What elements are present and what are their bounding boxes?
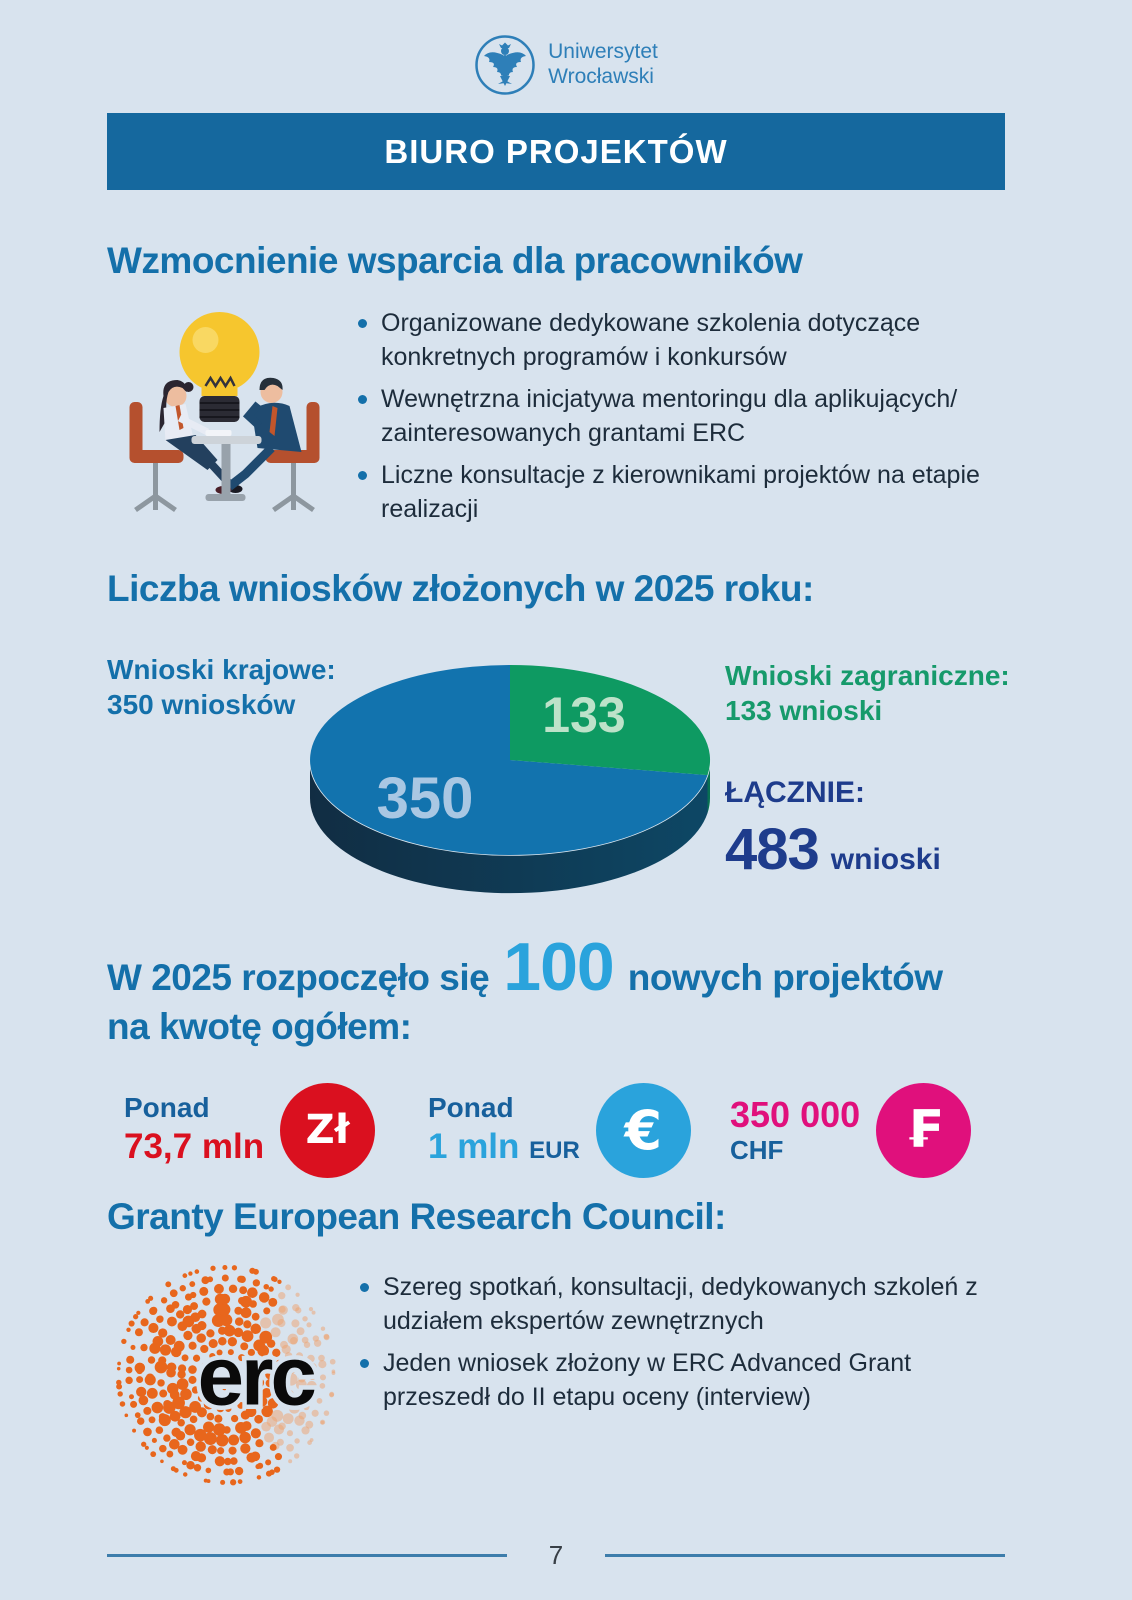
pie-side-blue [309, 760, 708, 894]
projects-suffix: nowych projektów [627, 957, 943, 998]
amount-eur: Ponad 1 mln EUR € [428, 1080, 691, 1180]
erc-logo-text: erc [198, 1330, 315, 1423]
support-bullet-list: Organizowane dedykowane szkolenia dotycz… [355, 306, 1015, 534]
total-value-row: 483 wnioski [725, 816, 1010, 883]
eur-unit: EUR [529, 1136, 580, 1164]
eur-value: 1 mln EUR [428, 1126, 580, 1166]
projects-heading: W 2025 rozpoczęło się 100 nowych projekt… [107, 928, 943, 1048]
list-item: Wewnętrzna inicjatywa mentoringu dla apl… [355, 382, 1015, 450]
pie-slice-domestic [310, 665, 708, 855]
university-name-line1: Uniwersytet [548, 40, 658, 64]
projects-count: 100 [503, 929, 614, 1005]
list-item: Organizowane dedykowane szkolenia dotycz… [355, 306, 1015, 374]
page-number: 7 [548, 1540, 564, 1570]
list-item: Jeden wniosek złożony w ERC Advanced Gra… [357, 1346, 1017, 1414]
page-footer: 7 [107, 1540, 1005, 1571]
footer-rule-right [605, 1554, 1005, 1557]
university-eagle-emblem-icon [475, 35, 535, 95]
pie-value-domestic: 350 [377, 766, 474, 831]
eur-caption: Ponad [428, 1092, 514, 1124]
banner-title: BIURO PROJEKTÓW [384, 132, 728, 170]
total-unit: wnioski [830, 843, 941, 876]
amount-pln: Ponad 73,7 mln Zł [124, 1080, 376, 1180]
list-item: Liczne konsultacje z kierownikami projek… [355, 458, 1015, 526]
pie-chart-section: Wnioski krajowe: 350 wniosków 350 133 Wn… [0, 640, 1132, 920]
meeting-lightbulb-illustration-icon [129, 312, 320, 513]
amount-chf: 350 000 CHF ₣ [730, 1080, 972, 1180]
pie-chart: 350 133 [309, 665, 711, 894]
projects-line2: na kwotę ogółem: [107, 1006, 412, 1047]
total-value: 483 [725, 817, 820, 882]
chf-unit: CHF [730, 1135, 784, 1166]
chart-heading: Liczba wniosków złożonych w 2025 roku: [107, 568, 814, 609]
projects-prefix: W 2025 rozpoczęło się [107, 957, 490, 998]
support-heading: Wzmocnienie wsparcia dla pracowników [107, 240, 803, 281]
erc-dotted-logo-icon: erc [116, 1264, 336, 1486]
pie-value-foreign: 133 [542, 687, 625, 743]
pln-caption: Ponad [124, 1092, 210, 1124]
university-logo: Uniwersytet Wrocławski [0, 34, 1132, 96]
zloty-coin-icon: Zł [280, 1082, 376, 1178]
pie-label-domestic: Wnioski krajowe: 350 wniosków [107, 654, 336, 720]
pie-slice-foreign [510, 665, 711, 776]
banner: BIURO PROJEKTÓW [107, 113, 1005, 190]
support-section: Organizowane dedykowane szkolenia dotycz… [107, 292, 1015, 534]
erc-heading: Granty European Research Council: [107, 1196, 726, 1237]
pln-value: 73,7 mln [124, 1126, 265, 1166]
pie-label-foreign: Wnioski zagraniczne: 133 wnioski [725, 660, 1010, 726]
footer-rule-left [107, 1554, 507, 1557]
erc-section: erc Szereg spotkań, konsultacji, dedykow… [107, 1256, 1017, 1494]
list-item: Szereg spotkań, konsultacji, dedykowanyc… [357, 1270, 1017, 1338]
university-name-line2: Wrocławski [548, 65, 654, 88]
euro-coin-icon: € [595, 1082, 691, 1178]
franc-coin-icon: ₣ [876, 1082, 972, 1178]
erc-bullet-list: Szereg spotkań, konsultacji, dedykowanyc… [357, 1270, 1017, 1494]
chf-value: 350 000 [730, 1093, 861, 1135]
total-caption: ŁĄCZNIE: [725, 776, 865, 809]
